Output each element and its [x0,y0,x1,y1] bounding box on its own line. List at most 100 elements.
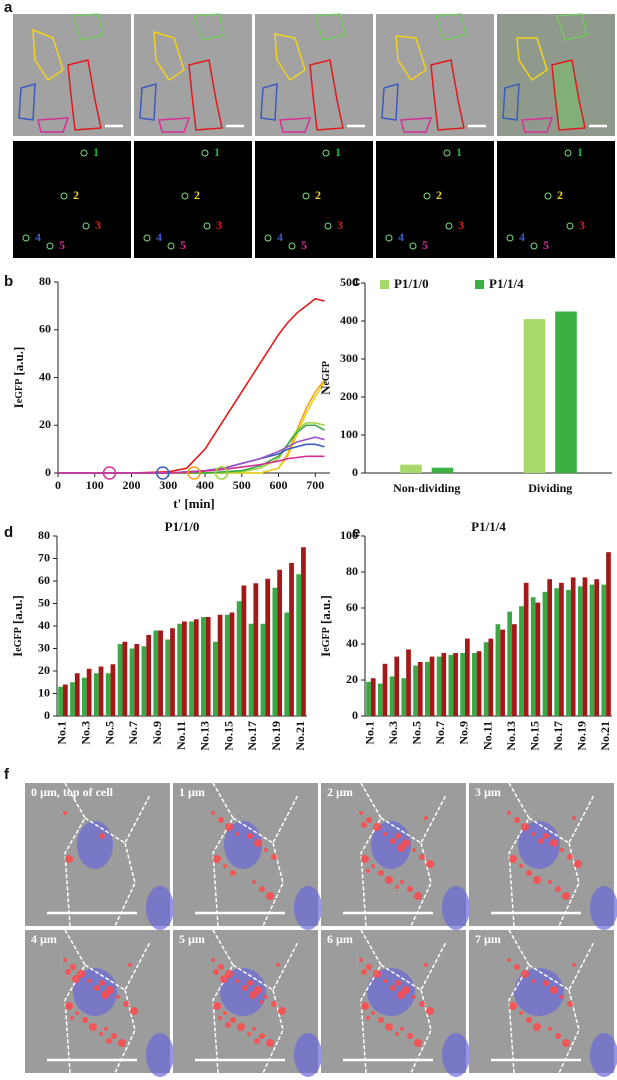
vesicle [543,833,549,839]
cell-outline [502,82,520,121]
y-tick-label: 80 [39,274,51,288]
bar [70,682,75,716]
cell-number: 3 [337,218,343,232]
y-tick-label: 0 [352,708,358,722]
x-tick-label: No.19 [574,721,588,751]
vesicle [538,838,544,844]
vesicle [555,1033,561,1039]
vesicle [562,1039,570,1047]
vesicle [555,886,561,892]
vesicle [385,1023,393,1031]
y-tick-label: 40 [346,636,358,650]
event-marker [214,466,229,480]
vesicle [249,991,257,999]
cell-boundary [64,782,151,927]
vesicle [118,1039,126,1047]
cell-outline [188,59,223,131]
vesicle [373,823,381,831]
bar [289,563,294,716]
line-series [58,455,325,474]
cell-number: 1 [335,145,341,159]
depth-label: 7 µm [475,932,501,946]
vesicle [220,975,228,983]
cell-outline [400,117,433,133]
vesicle [531,979,535,983]
x-tick-label: No.17 [245,721,259,751]
x-tick-label: No.1 [55,721,69,745]
vesicle [101,991,109,999]
vesicle [550,839,558,847]
vesicle [247,833,253,839]
vesicle [412,848,416,852]
y-axis-label: IeGFP [a.u.] [11,347,26,409]
vesicle [572,816,576,820]
y-tick-label: 60 [38,573,50,587]
vesicle [99,1032,103,1036]
bar [577,586,583,716]
nucleus [442,886,470,930]
x-tick-label: No.21 [598,721,612,751]
vesicle [213,969,219,975]
y-axis-label-part: I [11,403,26,408]
bar [601,584,607,716]
vesicle [259,1033,265,1039]
vesicle [359,958,363,962]
nucleus [518,821,560,869]
bar [272,587,278,716]
x-tick-label: No.9 [457,721,471,745]
cell-number: 2 [194,188,200,202]
cell-marker [385,234,393,242]
vesicle [562,892,570,900]
x-tick-label: 500 [233,478,251,492]
bar [523,319,546,473]
bar [193,619,199,716]
bar [542,591,548,716]
cell-marker [445,222,453,230]
bar [248,623,254,716]
vesicle [225,823,233,831]
vesicle [366,964,372,970]
vesicle [266,892,274,900]
cell-outline [274,33,306,82]
x-tick-label: No.19 [269,721,283,751]
vesicle [548,1027,552,1031]
cell-marker [288,242,296,250]
vesicle [419,854,425,860]
bar [512,624,517,716]
vesicle [218,1016,222,1020]
y-tick-label: 20 [346,672,358,686]
bar [224,614,230,716]
bar [436,656,442,716]
nucleus [294,886,322,930]
bar [146,635,152,716]
cell-number: 1 [214,145,220,159]
vesicle [235,832,239,836]
bar [382,663,388,716]
y-tick-label: 500 [340,275,358,289]
cell-outline [72,13,104,41]
bar [296,574,302,716]
cell-number: 1 [93,145,99,159]
vesicle [361,822,367,828]
cell-outline [551,59,586,131]
vesicle [237,1023,245,1031]
bar [253,583,259,716]
cell-outline [381,82,399,121]
x-tick-label: 400 [196,478,214,492]
vesicle [247,1032,251,1036]
legend-swatch [380,280,389,289]
x-axis-label: t' [min] [173,496,215,511]
bar [229,612,235,716]
vesicle [254,986,262,994]
bar [105,673,111,716]
bar [265,578,271,716]
cell-outline [430,59,465,131]
nucleus [294,1033,322,1077]
y-axis-label-part: I [10,652,25,657]
vesicle [533,876,541,884]
bar [431,467,454,473]
vesicle [235,979,239,983]
bar [448,654,454,716]
bar [406,649,411,716]
